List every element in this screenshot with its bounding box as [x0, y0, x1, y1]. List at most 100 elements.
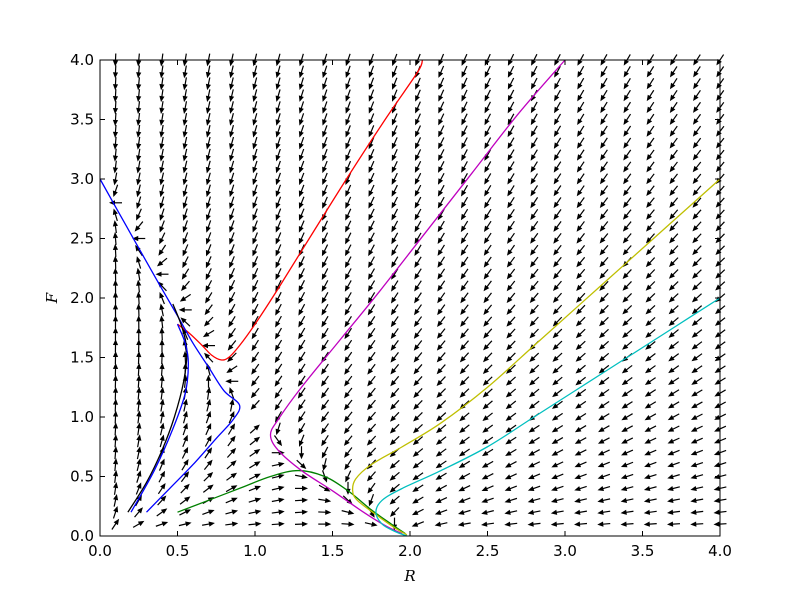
vector-arrow	[692, 281, 702, 291]
vector-arrow	[367, 339, 376, 351]
vector-arrow	[553, 149, 562, 161]
vector-arrow	[345, 148, 352, 162]
vector-arrow	[669, 113, 678, 125]
vector-arrow	[599, 197, 609, 209]
vector-arrow	[437, 232, 445, 245]
vector-arrow	[345, 89, 351, 102]
vector-arrow	[229, 136, 235, 150]
vector-arrow	[414, 137, 422, 150]
vector-arrow	[391, 256, 399, 268]
vector-arrow	[298, 53, 304, 67]
vector-arrow	[182, 208, 188, 221]
vector-arrow	[530, 208, 539, 221]
vector-arrow	[575, 352, 586, 362]
vector-arrow	[715, 209, 725, 220]
vector-arrow	[458, 448, 470, 457]
vector-arrow	[436, 400, 447, 410]
vector-arrow	[413, 328, 423, 339]
vector-arrow	[692, 125, 702, 137]
vector-arrow	[667, 413, 680, 421]
vector-arrow	[112, 184, 119, 198]
vector-arrow	[668, 377, 680, 385]
vector-arrow	[504, 521, 518, 527]
vector-arrow	[668, 365, 680, 374]
vector-arrow	[159, 410, 165, 424]
vector-arrow	[229, 65, 235, 79]
vector-arrow	[574, 425, 587, 433]
vector-arrow	[135, 482, 142, 495]
vector-arrow	[437, 184, 445, 197]
vector-arrow	[298, 172, 305, 186]
vector-arrow	[413, 412, 423, 422]
vector-arrow	[180, 317, 191, 327]
vector-arrow	[483, 340, 493, 351]
vector-arrow	[390, 351, 399, 363]
vector-arrow	[714, 353, 726, 362]
vector-arrow	[294, 521, 308, 527]
vector-arrow	[554, 101, 562, 114]
vector-arrow	[529, 352, 540, 362]
vector-arrow	[271, 473, 285, 479]
vector-arrow	[482, 364, 493, 375]
vector-arrow	[621, 437, 634, 444]
vector-arrow	[716, 101, 725, 113]
vector-arrow	[112, 112, 119, 126]
vector-arrow	[275, 422, 281, 436]
vector-arrow	[113, 481, 119, 495]
vector-arrow	[182, 196, 188, 210]
vector-arrow	[599, 268, 609, 280]
vector-arrow	[344, 387, 353, 399]
vector-arrow	[691, 329, 703, 338]
vector-arrow	[136, 208, 142, 221]
vector-arrow	[112, 77, 119, 91]
vector-arrow	[298, 160, 305, 174]
vector-arrow	[692, 257, 702, 267]
vector-arrow	[274, 351, 283, 364]
vector-arrow	[623, 185, 632, 197]
vector-arrow	[112, 101, 119, 115]
vector-arrow	[621, 425, 634, 432]
vector-arrow	[414, 244, 422, 256]
vector-arrow	[205, 77, 211, 91]
vector-arrow	[298, 327, 306, 340]
vector-arrow	[251, 375, 260, 387]
trajectory-2	[99, 178, 241, 513]
vector-arrow	[668, 257, 679, 267]
vector-arrow	[435, 484, 447, 492]
vector-arrow	[622, 269, 632, 279]
vector-arrow	[345, 53, 351, 67]
vector-arrow	[553, 209, 562, 220]
vector-arrow	[112, 434, 119, 448]
vector-arrow	[645, 245, 656, 256]
vector-arrow	[692, 269, 702, 279]
vector-arrow	[622, 304, 633, 315]
vector-arrow	[321, 363, 329, 375]
vector-arrow	[576, 221, 585, 232]
vector-arrow	[157, 482, 166, 495]
vector-arrow	[669, 185, 679, 196]
vector-arrow	[345, 101, 351, 114]
vector-arrow	[505, 412, 517, 421]
vector-arrow	[504, 485, 518, 492]
vector-arrow	[298, 208, 305, 221]
vector-arrow	[389, 435, 400, 446]
vector-arrow	[529, 280, 539, 292]
vector-arrow	[577, 65, 585, 78]
vector-arrow	[623, 89, 631, 102]
vector-arrow	[714, 365, 726, 373]
trajectory-6	[269, 59, 566, 535]
vector-arrow	[112, 315, 119, 329]
vector-arrow	[716, 78, 725, 90]
vector-arrow	[274, 375, 283, 387]
vector-arrow	[391, 149, 398, 162]
vector-arrow	[390, 304, 399, 316]
vector-arrow	[435, 460, 447, 469]
vector-arrow	[434, 509, 448, 515]
vector-arrow	[504, 473, 517, 480]
vector-arrow	[553, 280, 562, 292]
vector-arrow	[645, 365, 656, 374]
vector-arrow	[551, 449, 564, 456]
vector-arrow	[112, 339, 119, 353]
vector-arrow	[461, 161, 468, 173]
vector-arrow	[341, 521, 355, 527]
